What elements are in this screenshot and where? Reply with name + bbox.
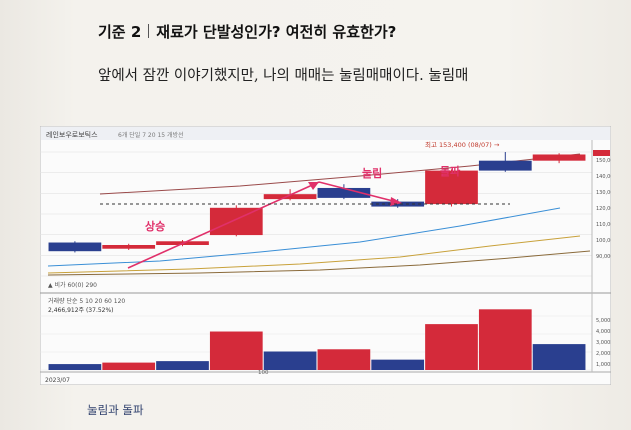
candle-body	[48, 242, 102, 252]
right-axis-tick-label: 90,000	[596, 254, 611, 260]
right-axis-tick-label: 150,000	[596, 158, 611, 164]
candle-body	[532, 154, 586, 161]
volume-bar	[209, 331, 263, 370]
pullback-arrow-line	[318, 181, 398, 203]
breakout-annotation: 돌파	[440, 164, 461, 178]
right-axis-tick-label: 100,000	[596, 238, 611, 244]
volume-bar	[478, 309, 532, 370]
pullback-arrowhead	[390, 197, 402, 206]
candle-body	[371, 201, 425, 207]
chart-annotations: 상승 눌림 돌파	[100, 164, 510, 269]
pullback-annotation: 눌림	[362, 167, 382, 180]
heading-title: 재료가 단발성인가? 여전히 유효한가?	[156, 23, 397, 41]
right-price-axis: 150,000 140,000 130,000 120,000 110,000 100,0…	[591, 140, 611, 372]
right-axis-tick-label: 140,000	[596, 174, 611, 180]
volume-bar	[263, 351, 317, 370]
rise-arrow-line	[127, 181, 320, 269]
volume-bar	[425, 324, 478, 370]
right-axis-tick-label: 120,000	[596, 206, 611, 212]
volume-bar	[532, 344, 586, 370]
volume-bar	[371, 359, 425, 370]
heading-divider	[148, 24, 150, 38]
candle-body	[478, 160, 532, 171]
ma-label: ▲ 비가 60(0) 290	[48, 281, 97, 289]
volume-panel	[40, 309, 592, 371]
volume-axis-tick-label: 4,000K	[596, 329, 611, 335]
volume-axis-tick-label: 1,000K	[596, 362, 611, 368]
stock-chart-svg: 레인보우로보틱스 6개 단일 7 20 15 개방선 최고 153,400 (0…	[40, 126, 611, 385]
body-paragraph: 앞에서 잠깐 이야기했지만, 나의 매매는 눌림매매이다. 눌림매	[98, 68, 469, 84]
right-axis-tick-label: 110,000	[596, 222, 611, 228]
volume-bar	[48, 364, 102, 370]
candle-body	[425, 170, 478, 205]
ma-line-brown	[47, 250, 591, 276]
figure-caption: 눌림과 돌파	[87, 403, 144, 417]
mid-date-label: 100	[258, 370, 269, 376]
right-volume-axis: 5,000K 4,000K 3,000K 2,000K 1,000K	[596, 318, 611, 368]
ma-line-yellow	[47, 235, 581, 274]
high-price-label: 최고 153,400 (08/07) →	[425, 140, 500, 149]
volume-value: 2,466,912주 (37.52%)	[48, 307, 114, 314]
price-indicator-header: 6개 단일 7 20 15 개방선	[118, 131, 184, 139]
right-axis-tick-label: 130,000	[596, 190, 611, 196]
volume-axis-tick-label: 3,000K	[596, 340, 611, 346]
rise-arrowhead	[308, 182, 319, 190]
candle-body	[209, 207, 263, 236]
volume-axis-tick-label: 2,000K	[596, 351, 611, 357]
stock-name-label: 레인보우로보틱스	[46, 130, 98, 139]
candle-body	[263, 194, 317, 200]
volume-bar	[156, 361, 209, 370]
volume-bar	[102, 362, 156, 370]
chart-title-bar	[41, 127, 610, 140]
stock-chart-figure: 레인보우로보틱스 6개 단일 7 20 15 개방선 최고 153,400 (0…	[40, 126, 611, 385]
candle-body	[317, 187, 371, 198]
volume-bar	[317, 349, 371, 370]
date-axis-label: 2023/07	[45, 377, 70, 384]
candle-body	[102, 245, 156, 249]
volume-header: 거래량 단순 5 10 20 60 120	[48, 297, 125, 305]
rise-annotation: 상승	[145, 219, 165, 233]
heading-number: 기준 2	[98, 23, 142, 41]
volume-axis-tick-label: 5,000K	[596, 318, 611, 324]
price-panel	[40, 151, 592, 277]
current-price-marker	[593, 150, 610, 156]
section-heading: 기준 2 재료가 단발성인가? 여전히 유효한가?	[98, 21, 396, 42]
